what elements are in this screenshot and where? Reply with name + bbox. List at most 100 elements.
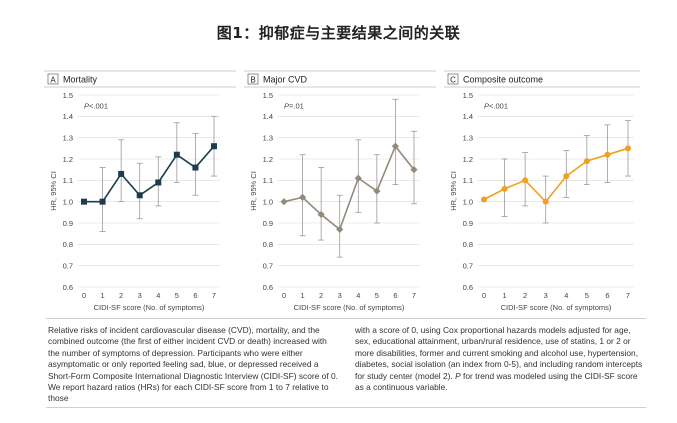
panel-c-xtick-label: 5 (585, 291, 589, 300)
panel-c-data-point (542, 198, 549, 205)
panel-c-letter-box (447, 73, 459, 85)
panel-c-data-point (625, 145, 631, 152)
panel-c-data-point (501, 185, 508, 192)
panel-c-data-point (583, 158, 590, 165)
panel-a-ytick-label: 0.6 (63, 283, 73, 292)
panel-c-ytick-label: 1.1 (463, 176, 473, 185)
panel-a-data-point (118, 170, 125, 177)
panel-c-ytick-label: 1.2 (463, 155, 473, 164)
panel-a-data-point (211, 143, 217, 150)
panel-c-xtick-label: 7 (626, 291, 630, 300)
panel-b-xtick-label: 5 (375, 291, 379, 300)
panel-a-xtick-label: 5 (175, 291, 179, 300)
figure-title: 图1：抑郁症与主要结果之间的关联 (216, 24, 461, 42)
caption-bottom-rule (46, 407, 646, 408)
panel-c-ylabel: HR, 95% CI (449, 171, 458, 211)
panel-a-p-annotation: P<.001 (84, 102, 108, 111)
panel-b-ytick-label: 1.3 (263, 133, 273, 142)
panel-b-data-point (373, 187, 381, 195)
panel-c-xlabel: CIDI-SF score (No. of symptoms) (501, 303, 612, 312)
panel-b-letter-box (247, 73, 259, 85)
panel-b-xtick-label: 2 (319, 291, 323, 300)
panel-b-p-value: =.01 (289, 102, 304, 111)
panel-a-data-point (192, 164, 199, 171)
panel-b-xtick-label: 0 (282, 291, 286, 300)
panel-a-ytick-label: 1.0 (63, 197, 73, 206)
panel-c-data-point (563, 173, 570, 180)
panel-c-series-line (483, 147, 629, 203)
caption-right: with a score of 0, using Cox proportiona… (355, 325, 647, 393)
panel-c-letter: C (450, 76, 456, 85)
panel-a-p-value: <.001 (89, 102, 108, 111)
panel-c-xtick-label: 2 (523, 291, 527, 300)
panel-c-data-point (522, 177, 529, 184)
panel-a-xtick-label: 2 (119, 291, 123, 300)
panel-a-data-point (99, 198, 106, 205)
panel-c-data-point (481, 196, 487, 203)
panel-b-p-annotation: P=.01 (284, 102, 304, 111)
panel-c-xtick-label: 1 (502, 291, 506, 300)
panel-b-p-label: P (284, 102, 289, 111)
panel-a-series-line (84, 145, 215, 203)
panel-b-ytick-label: 1.0 (263, 197, 273, 206)
panel-c-xtick-label: 3 (544, 291, 548, 300)
panel-a-xtick-label: 3 (138, 291, 142, 300)
panel-b-data-point (298, 193, 307, 201)
panel-a-p-label: P (84, 102, 89, 111)
panel-a-letter: A (50, 76, 56, 85)
panel-b-series-line (283, 144, 415, 231)
panel-c-data-point (604, 151, 611, 158)
panel-c-xtick-label: 4 (564, 291, 568, 300)
panel-c-xtick-label: 6 (605, 291, 609, 300)
panel-a-data-point (155, 179, 162, 186)
panel-c-ytick-label: 0.8 (463, 240, 473, 249)
panel-c-p-value: <.001 (489, 102, 508, 111)
panel-b-ytick-label: 0.8 (263, 240, 273, 249)
caption-top-rule (46, 318, 646, 319)
panel-a-ytick-label: 0.7 (63, 261, 73, 270)
caption-left: Relative risks of incident cardiovascula… (48, 325, 338, 404)
panel-a-data-point (173, 151, 180, 158)
panel-b-ytick-label: 1.5 (263, 91, 273, 100)
panel-a-ytick-label: 1.5 (63, 91, 73, 100)
panel-c-ytick-label: 1.5 (463, 91, 473, 100)
panel-a-ytick-label: 0.8 (63, 240, 73, 249)
panel-b-xtick-label: 1 (300, 291, 304, 300)
panel-b-data-point (391, 142, 400, 150)
panel-a-ytick-label: 1.1 (63, 176, 73, 185)
panel-b-xlabel: CIDI-SF score (No. of symptoms) (294, 303, 405, 312)
panel-c-ytick-label: 1.3 (463, 133, 473, 142)
panel-c-ytick-label: 1.4 (463, 112, 473, 121)
panel-b-xtick-label: 4 (356, 291, 360, 300)
panel-a-data-point (136, 192, 143, 199)
panel-a-xtick-label: 6 (193, 291, 197, 300)
panel-b-ytick-label: 1.4 (263, 112, 273, 121)
panel-c-title: Composite outcome (463, 75, 543, 85)
panel-a-title: Mortality (63, 75, 98, 85)
panel-b-ytick-label: 1.2 (263, 155, 273, 164)
panel-c-xtick-label: 0 (482, 291, 486, 300)
panel-c-ytick-label: 0.6 (463, 283, 473, 292)
panel-b-title: Major CVD (263, 75, 308, 85)
caption-right-end: for trend was modeled using the CIDI-SF … (355, 370, 638, 393)
panel-a-xtick-label: 1 (100, 291, 104, 300)
panel-b-data-point (317, 210, 325, 219)
panel-b-letter: B (250, 76, 255, 85)
panel-b-ytick-label: 0.6 (263, 283, 273, 292)
panel-c-p-label: P (484, 102, 489, 111)
panel-b-ytick-label: 1.1 (263, 176, 273, 185)
panel-b-ytick-label: 0.9 (263, 219, 273, 228)
panel-c-p-annotation: P<.001 (484, 102, 508, 111)
caption-right-main: with a score of 0, using Cox proportiona… (355, 325, 643, 381)
panel-b-data-point (354, 174, 362, 182)
panel-b-xtick-label: 3 (338, 291, 342, 300)
panel-b-data-point (410, 166, 418, 174)
panel-a-ytick-label: 0.9 (63, 219, 73, 228)
panel-c-ytick-label: 0.9 (463, 219, 473, 228)
panel-a-data-point (81, 198, 87, 205)
panel-c-ytick-label: 1.0 (463, 197, 473, 206)
caption-right-p: P (455, 370, 461, 381)
panel-a-xtick-label: 7 (212, 291, 216, 300)
panel-a-ytick-label: 1.3 (63, 133, 73, 142)
